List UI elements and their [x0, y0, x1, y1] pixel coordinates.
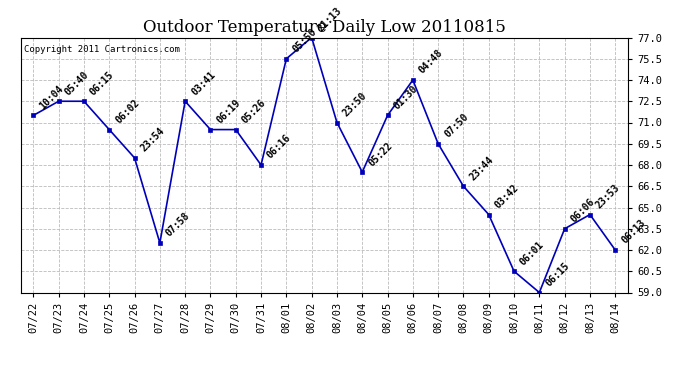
- Title: Outdoor Temperature Daily Low 20110815: Outdoor Temperature Daily Low 20110815: [143, 19, 506, 36]
- Text: 03:41: 03:41: [189, 69, 217, 97]
- Text: 05:40: 05:40: [63, 69, 90, 97]
- Text: 07:50: 07:50: [442, 112, 470, 140]
- Text: 06:15: 06:15: [544, 261, 571, 288]
- Text: Copyright 2011 Cartronics.com: Copyright 2011 Cartronics.com: [23, 45, 179, 54]
- Text: 06:01: 06:01: [518, 239, 546, 267]
- Text: 06:06: 06:06: [569, 197, 597, 225]
- Text: 05:22: 05:22: [366, 140, 394, 168]
- Text: 06:16: 06:16: [265, 133, 293, 161]
- Text: 23:44: 23:44: [468, 154, 495, 182]
- Text: 23:53: 23:53: [594, 183, 622, 210]
- Text: 05:50: 05:50: [290, 27, 318, 55]
- Text: 23:54: 23:54: [139, 126, 166, 154]
- Text: 06:15: 06:15: [88, 69, 116, 97]
- Text: 06:02: 06:02: [113, 98, 141, 125]
- Text: 10:04: 10:04: [37, 83, 66, 111]
- Text: 05:26: 05:26: [240, 98, 268, 125]
- Text: 21:13: 21:13: [316, 6, 344, 33]
- Text: 03:42: 03:42: [493, 183, 521, 210]
- Text: 07:58: 07:58: [164, 211, 192, 239]
- Text: 06:19: 06:19: [215, 98, 242, 125]
- Text: 06:13: 06:13: [620, 218, 647, 246]
- Text: 23:50: 23:50: [341, 90, 369, 118]
- Text: 01:30: 01:30: [392, 83, 420, 111]
- Text: 04:48: 04:48: [417, 48, 445, 76]
